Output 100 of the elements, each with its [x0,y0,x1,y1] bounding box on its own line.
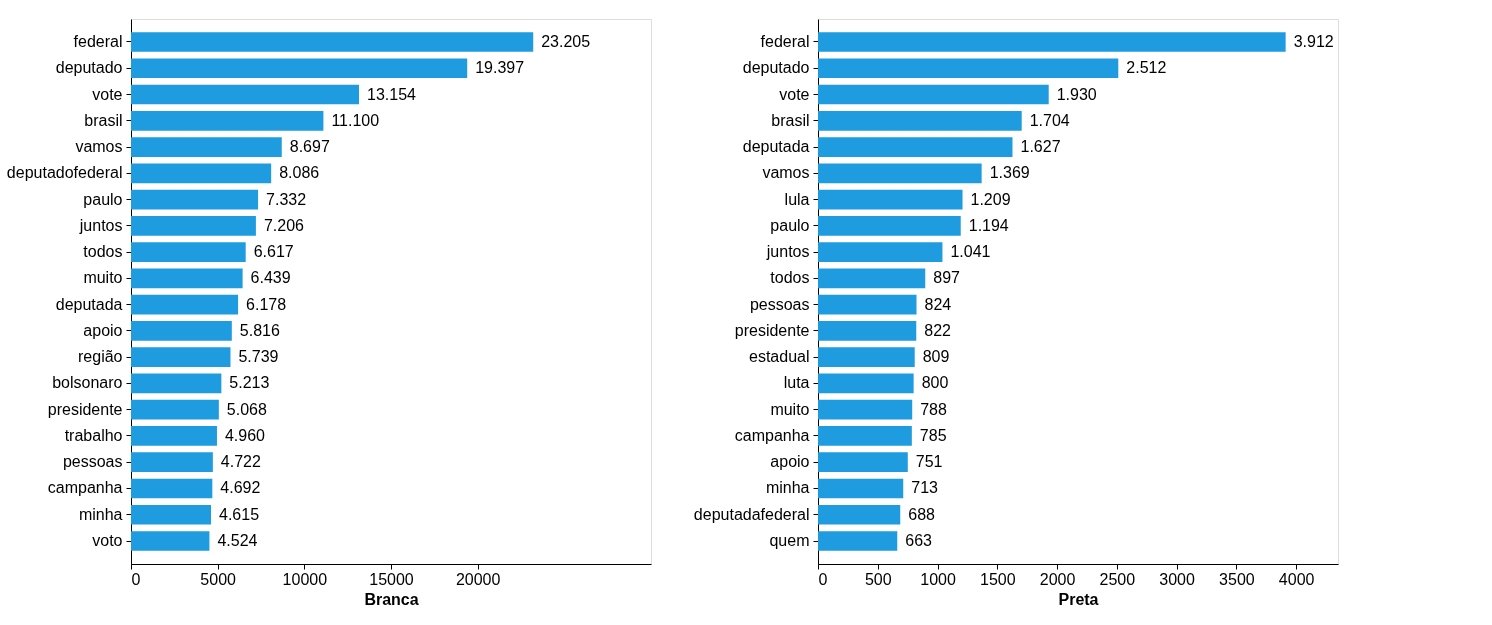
y-tick-label: deputada [742,138,810,156]
data-label: 1.369 [989,164,1030,182]
bar [131,137,282,157]
x-tick-label: 4000 [1278,570,1315,588]
data-label: 6.439 [250,269,291,287]
data-label: 8.697 [289,138,330,156]
y-tick-label: federal [760,32,810,50]
data-label: 19.397 [475,59,525,77]
data-label: 4.524 [217,532,258,550]
x-tick-label: 0 [131,570,141,588]
data-label: 1.627 [1020,138,1061,156]
x-tick-label: 15000 [369,570,414,588]
data-label: 713 [911,479,939,497]
data-label: 1.930 [1056,85,1097,103]
data-label: 1.209 [970,190,1011,208]
y-tick-label: minha [765,479,810,497]
data-label: 11.100 [331,111,380,129]
x-tick-label: 1000 [920,570,956,588]
bar [818,373,914,394]
x-tick-label: 20000 [455,570,501,588]
data-label: 751 [915,453,943,471]
y-tick-label: federal [73,32,123,50]
y-tick-label: campanha [47,479,123,497]
bar [818,110,1022,131]
y-tick-label: presidente [734,321,810,339]
data-label: 822 [924,321,952,339]
y-tick-label: paulo [83,190,123,208]
y-tick-label: apoio [83,321,123,339]
y-tick-label: deputado [742,59,810,77]
data-label: 5.068 [226,400,267,418]
data-label: 1.704 [1029,111,1070,129]
bar [818,531,898,551]
x-tick-label: 5000 [200,570,237,588]
y-tick-label: paulo [770,216,810,234]
bar [131,504,211,525]
bar [818,504,901,525]
bar [131,426,217,446]
bar [131,110,324,131]
y-tick-label: luta [783,374,810,392]
y-tick-label: lula [784,190,810,208]
y-tick-label: apoio [770,453,810,471]
y-tick-label: vamos [75,138,123,156]
data-label: 4.722 [220,453,261,471]
x-tick-label: 1500 [980,570,1016,588]
bar [131,294,239,315]
y-tick-label: todos [83,243,123,261]
data-label: 4.960 [224,426,266,444]
x-axis-title: Preta [1058,590,1099,608]
data-label: 4.692 [220,479,261,497]
data-label: 1.041 [950,243,991,261]
x-tick-label: 2500 [1099,570,1136,588]
bar [131,84,359,105]
data-label: 1.194 [968,216,1009,234]
bar [818,426,912,446]
y-tick-label: pessoas [749,295,810,313]
data-label: 8.086 [279,164,320,182]
data-label: 809 [922,348,950,366]
bar [818,242,943,262]
bar [818,58,1119,79]
data-label: 5.213 [229,374,270,392]
data-label: 7.206 [263,216,305,234]
y-tick-label: quem [769,532,810,550]
bar [818,478,904,499]
bar [818,268,926,289]
bar [131,399,219,420]
y-tick-label: deputadofederal [6,164,123,182]
bar [131,452,213,473]
bar [818,399,913,420]
y-tick-label: brasil [84,111,123,129]
y-tick-label: brasil [771,111,810,129]
data-label: 7.332 [266,190,307,208]
data-label: 688 [908,505,936,523]
bar [131,189,259,210]
data-label: 23.205 [541,32,591,50]
y-tick-label: muito [83,269,123,287]
bar [131,373,222,394]
x-tick-label: 3500 [1219,570,1255,588]
y-tick-label: vamos [762,164,810,182]
bar [818,84,1049,105]
data-label: 6.617 [253,243,294,261]
data-label: 3.912 [1293,32,1334,50]
data-label: 6.178 [246,295,287,313]
y-tick-label: campanha [734,426,810,444]
data-label: 2.512 [1126,59,1167,77]
y-tick-label: deputada [55,295,123,313]
bar [131,321,232,341]
y-tick-label: minha [78,505,123,523]
data-label: 785 [919,426,947,444]
data-label: 4.615 [218,505,260,523]
x-tick-label: 3000 [1159,570,1196,588]
bar [818,347,915,368]
y-tick-label: deputado [55,59,123,77]
y-tick-label: presidente [47,400,123,418]
bar [818,189,963,210]
data-label: 788 [920,400,947,418]
y-tick-label: bolsonaro [52,374,123,392]
bar [818,452,908,473]
bar [131,268,243,289]
bar [131,215,256,236]
bar [818,294,917,315]
